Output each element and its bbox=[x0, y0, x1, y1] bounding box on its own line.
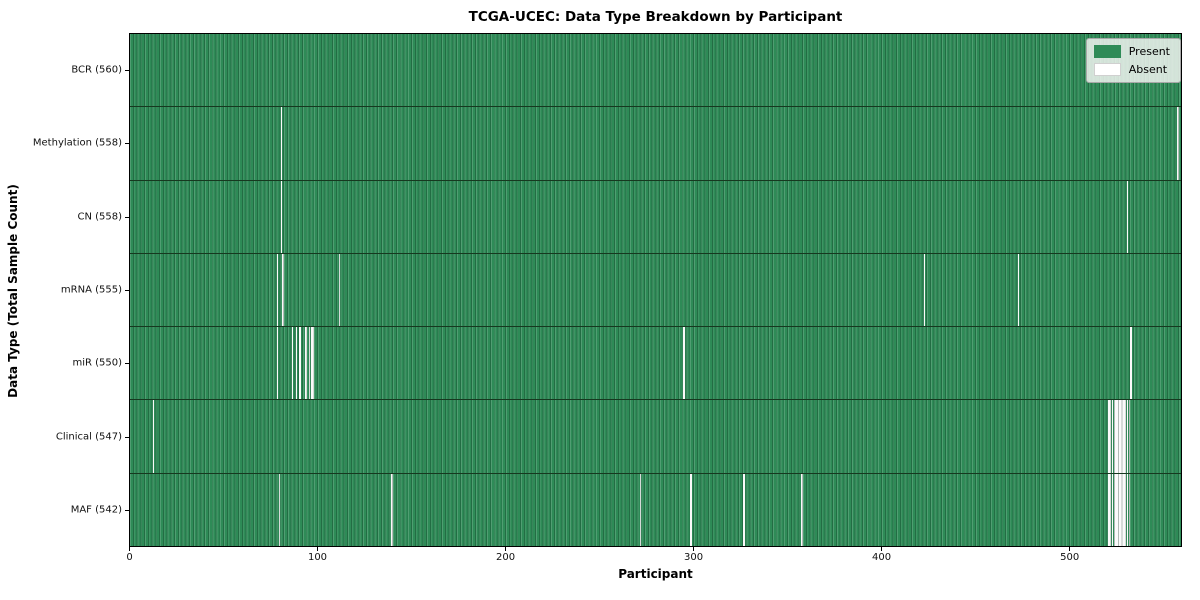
absent-line bbox=[1128, 473, 1131, 546]
absent-line bbox=[1113, 473, 1116, 546]
absent-line bbox=[299, 327, 301, 400]
absent-line bbox=[1117, 400, 1119, 473]
absent-line bbox=[682, 327, 685, 400]
legend-swatch-present-icon bbox=[1093, 45, 1121, 58]
absent-line bbox=[295, 327, 298, 400]
absent-line bbox=[304, 327, 307, 400]
x-tick-mark bbox=[129, 547, 130, 551]
absent-line bbox=[1111, 400, 1114, 473]
absent-line bbox=[1126, 473, 1129, 546]
x-tick-label-0: 0 bbox=[126, 552, 133, 563]
absent-line bbox=[690, 473, 693, 546]
absent-line bbox=[1122, 473, 1125, 546]
absent-line bbox=[1122, 400, 1125, 473]
y-tick-mark bbox=[125, 510, 129, 512]
absent-line bbox=[338, 253, 341, 327]
x-tick-label-100: 100 bbox=[307, 552, 328, 563]
plot-area bbox=[129, 33, 1182, 547]
absent-line bbox=[639, 473, 642, 546]
absent-line bbox=[923, 253, 926, 327]
legend-swatch-absent-icon bbox=[1093, 63, 1121, 76]
y-tick-label-mrna: mRNA (555) bbox=[60, 284, 122, 296]
absent-line bbox=[1128, 400, 1131, 473]
heatmap-row-bcr bbox=[130, 34, 1181, 108]
heatmap-row-clinical bbox=[130, 400, 1181, 474]
absent-line bbox=[1126, 400, 1129, 473]
absent-line bbox=[1126, 180, 1129, 253]
x-tick-mark bbox=[317, 547, 318, 551]
absent-line bbox=[743, 473, 745, 546]
absent-line bbox=[1177, 107, 1180, 180]
y-tick-mark bbox=[125, 363, 129, 365]
x-tick-mark bbox=[693, 547, 695, 551]
absent-line bbox=[1109, 473, 1112, 546]
x-axis-label: Participant bbox=[618, 567, 693, 581]
absent-line bbox=[1113, 400, 1116, 473]
heatmap-row-cn bbox=[130, 180, 1181, 254]
absent-line bbox=[1121, 400, 1123, 473]
legend: Present Absent bbox=[1085, 38, 1181, 83]
absent-line bbox=[1109, 400, 1112, 473]
absent-line bbox=[1124, 473, 1127, 546]
absent-line bbox=[391, 473, 394, 546]
absent-line bbox=[1124, 400, 1127, 473]
absent-line bbox=[1017, 253, 1020, 327]
legend-label-present: Present bbox=[1128, 45, 1170, 58]
legend-entry-absent: Absent bbox=[1093, 63, 1170, 76]
absent-line bbox=[1119, 400, 1121, 473]
legend-label-absent: Absent bbox=[1128, 63, 1168, 76]
y-tick-label-clinical: Clinical (547) bbox=[55, 431, 122, 443]
absent-line bbox=[278, 473, 281, 546]
x-tick-mark bbox=[505, 547, 507, 551]
y-tick-label-maf: MAF (542) bbox=[70, 504, 122, 516]
absent-line bbox=[1130, 327, 1133, 400]
absent-line bbox=[1111, 473, 1114, 546]
x-tick-label-300: 300 bbox=[684, 552, 704, 563]
x-tick-label-400: 400 bbox=[872, 552, 892, 563]
absent-line bbox=[1115, 400, 1118, 473]
y-tick-label-bcr: BCR (560) bbox=[71, 64, 122, 76]
x-tick-label-500: 500 bbox=[1060, 552, 1080, 563]
absent-line bbox=[1115, 473, 1118, 546]
absent-line bbox=[312, 327, 315, 400]
x-tick-mark bbox=[1069, 547, 1071, 551]
absent-line bbox=[152, 400, 155, 473]
absent-line bbox=[280, 180, 283, 253]
y-tick-mark bbox=[125, 436, 129, 438]
chart-title: TCGA-UCEC: Data Type Breakdown by Partic… bbox=[468, 9, 843, 25]
y-tick-label-cn: CN (558) bbox=[77, 211, 122, 223]
absent-line bbox=[280, 107, 283, 180]
absent-line bbox=[310, 327, 313, 400]
absent-line bbox=[1119, 473, 1121, 546]
y-tick-label-mir: miR (550) bbox=[72, 357, 122, 369]
absent-line bbox=[291, 327, 294, 400]
absent-line bbox=[308, 327, 311, 400]
y-tick-mark bbox=[125, 216, 129, 218]
absent-line bbox=[1107, 473, 1110, 546]
y-tick-mark bbox=[125, 69, 129, 71]
absent-line bbox=[1121, 473, 1123, 546]
absent-line bbox=[282, 253, 285, 327]
x-tick-label-200: 200 bbox=[496, 552, 516, 563]
y-tick-mark bbox=[125, 143, 129, 145]
heatmap-row-methylation bbox=[130, 107, 1181, 181]
absent-line bbox=[801, 473, 804, 546]
absent-line bbox=[1117, 473, 1119, 546]
heatmap-row-mrna bbox=[130, 253, 1181, 328]
absent-line bbox=[1107, 400, 1110, 473]
y-tick-mark bbox=[125, 290, 129, 291]
x-tick-mark bbox=[881, 547, 883, 551]
legend-entry-present: Present bbox=[1093, 45, 1170, 58]
absent-line bbox=[276, 253, 279, 327]
heatmap-row-mir bbox=[130, 327, 1181, 401]
absent-line bbox=[276, 327, 279, 400]
heatmap-row-maf bbox=[130, 473, 1181, 546]
y-tick-label-methylation: Methylation (558) bbox=[32, 137, 122, 149]
